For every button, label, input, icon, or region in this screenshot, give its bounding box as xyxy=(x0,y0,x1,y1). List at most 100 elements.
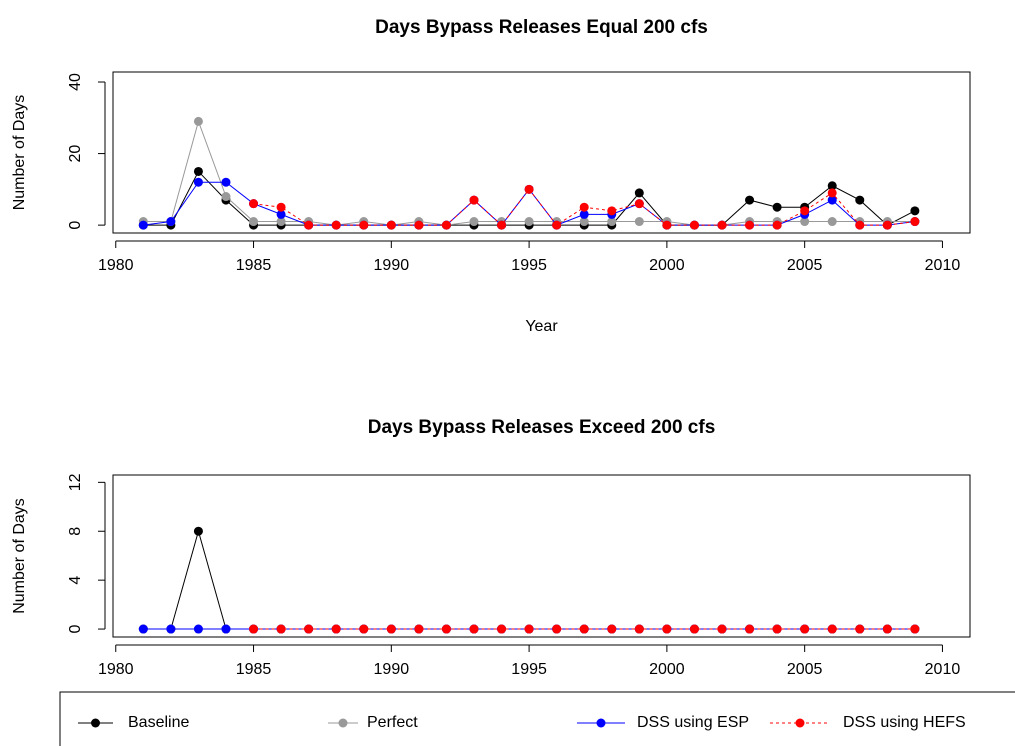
data-point xyxy=(331,220,341,230)
data-point xyxy=(304,624,314,634)
legend-box xyxy=(59,691,1015,746)
y-tick-label: 4 xyxy=(67,576,84,585)
data-point xyxy=(855,195,865,205)
data-point xyxy=(827,181,837,191)
legend-point xyxy=(596,718,606,728)
data-point xyxy=(634,624,644,634)
x-tick-label: 2010 xyxy=(925,661,961,678)
data-point xyxy=(579,209,589,219)
x-tick-label: 2000 xyxy=(649,257,685,274)
data-point xyxy=(386,624,396,634)
data-point xyxy=(497,220,507,230)
legend-point xyxy=(338,718,348,728)
data-point xyxy=(855,220,865,230)
data-point xyxy=(221,624,231,634)
data-point xyxy=(827,217,837,227)
data-point xyxy=(359,624,369,634)
data-point xyxy=(441,624,451,634)
x-tick-label: 1985 xyxy=(236,661,272,678)
data-point xyxy=(689,220,699,230)
legend-label: DSS using HEFS xyxy=(843,714,966,731)
data-point xyxy=(634,199,644,209)
data-point xyxy=(138,624,148,634)
data-point xyxy=(414,220,424,230)
data-point xyxy=(800,217,810,227)
chart-title: Days Bypass Releases Equal 200 cfs xyxy=(375,17,708,38)
legend-label: Perfect xyxy=(367,714,418,731)
data-point xyxy=(552,220,562,230)
data-point xyxy=(331,624,341,634)
x-tick-label: 2005 xyxy=(787,661,823,678)
data-point xyxy=(276,209,286,219)
data-point xyxy=(221,192,231,202)
data-point xyxy=(386,220,396,230)
data-point xyxy=(414,624,424,634)
data-point xyxy=(772,220,782,230)
x-tick-label: 2005 xyxy=(787,257,823,274)
data-point xyxy=(276,202,286,212)
data-point xyxy=(166,624,176,634)
y-tick-label: 8 xyxy=(67,527,84,536)
x-tick-label: 1985 xyxy=(236,257,272,274)
x-tick-label: 1990 xyxy=(374,661,410,678)
data-point xyxy=(193,177,203,187)
data-point xyxy=(497,624,507,634)
x-tick-label: 2000 xyxy=(649,661,685,678)
data-point xyxy=(882,624,892,634)
data-point xyxy=(634,217,644,227)
data-point xyxy=(800,624,810,634)
data-point xyxy=(772,202,782,212)
y-tick-label: 40 xyxy=(67,73,84,91)
x-tick-label: 1995 xyxy=(511,257,547,274)
data-point xyxy=(524,624,534,634)
data-point xyxy=(772,624,782,634)
data-point xyxy=(249,217,259,227)
data-point xyxy=(359,220,369,230)
data-point xyxy=(276,624,286,634)
y-tick-label: 0 xyxy=(67,625,84,634)
data-point xyxy=(634,188,644,198)
data-point xyxy=(607,217,617,227)
plot-box xyxy=(112,474,971,638)
data-point xyxy=(193,526,203,536)
data-point xyxy=(193,166,203,176)
data-point xyxy=(717,624,727,634)
x-tick-label: 2010 xyxy=(925,257,961,274)
data-point xyxy=(607,206,617,216)
data-point xyxy=(745,195,755,205)
x-tick-label: 1980 xyxy=(98,661,134,678)
data-point xyxy=(827,624,837,634)
data-point xyxy=(469,624,479,634)
data-point xyxy=(249,199,259,209)
data-point xyxy=(469,195,479,205)
data-point xyxy=(662,220,672,230)
data-point xyxy=(441,220,451,230)
data-point xyxy=(717,220,727,230)
x-tick-label: 1995 xyxy=(511,661,547,678)
data-point xyxy=(193,624,203,634)
data-point xyxy=(882,220,892,230)
data-point xyxy=(855,624,865,634)
data-point xyxy=(579,624,589,634)
data-point xyxy=(662,624,672,634)
data-point xyxy=(579,217,589,227)
data-point xyxy=(524,217,534,227)
y-axis-label: Number of Days xyxy=(11,498,28,614)
data-point xyxy=(524,184,534,194)
data-point xyxy=(138,220,148,230)
legend-point xyxy=(795,718,805,728)
data-point xyxy=(607,624,617,634)
y-tick-label: 20 xyxy=(67,145,84,163)
data-point xyxy=(469,217,479,227)
chart-title: Days Bypass Releases Exceed 200 cfs xyxy=(368,417,716,438)
series-line xyxy=(143,529,915,630)
y-tick-label: 0 xyxy=(67,221,84,230)
data-point xyxy=(689,624,699,634)
x-tick-label: 1990 xyxy=(374,257,410,274)
data-point xyxy=(552,624,562,634)
data-point xyxy=(193,116,203,126)
plot-box xyxy=(112,71,971,234)
y-tick-label: 12 xyxy=(67,473,84,491)
data-point xyxy=(249,624,259,634)
data-point xyxy=(221,177,231,187)
